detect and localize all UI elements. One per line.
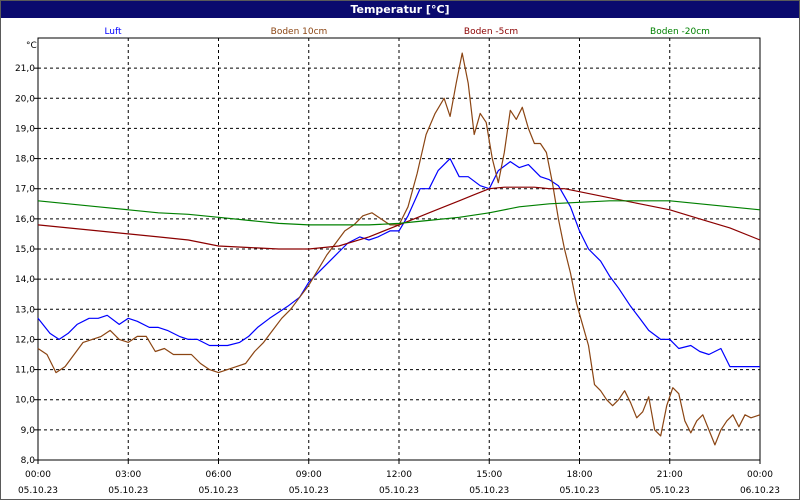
y-tick-label: 15,0 (15, 245, 35, 255)
chart-title: Temperatur [°C] (1, 1, 799, 18)
series-line (37, 52, 761, 446)
x-tick-time: 06:00 (206, 470, 232, 480)
x-tick-time: 18:00 (567, 470, 593, 480)
axes: 8,0 9,0 10,0 11,0 12,0 13,0 14,0 15,0 16,0 17,0 18… (15, 37, 780, 496)
legend-entry: Boden -20cm (650, 27, 710, 37)
y-tick-label: 10,0 (15, 396, 35, 406)
x-tick-date: 05.10.23 (559, 486, 599, 496)
x-tick-date: 05.10.23 (650, 486, 690, 496)
legend-entry: Boden -5cm (464, 27, 518, 37)
x-tick-date: 06.10.23 (740, 486, 780, 496)
series-line (37, 158, 760, 368)
legend: Luft Boden 10cm Boden -5cm Boden -20cm (104, 27, 710, 37)
legend-entry: Luft (104, 27, 122, 37)
x-tick-date: 05.10.23 (198, 486, 238, 496)
series-line (37, 200, 761, 226)
y-tick-label: 9,0 (21, 426, 36, 436)
y-tick-label: 8,0 (21, 456, 36, 466)
y-tick-label: 21,0 (15, 64, 35, 74)
x-tick-time: 09:00 (296, 470, 322, 480)
x-tick-date: 05.10.23 (289, 486, 329, 496)
y-tick-label: 13,0 (15, 305, 35, 315)
y-tick-label: 11,0 (15, 366, 35, 376)
y-tick-label: 20,0 (15, 94, 35, 104)
y-tick-label: 16,0 (15, 215, 35, 225)
y-tick-label: 14,0 (15, 275, 35, 285)
y-tick-label: 19,0 (15, 124, 35, 134)
x-tick-date: 05.10.23 (108, 486, 148, 496)
x-tick-time: 00:00 (25, 470, 51, 480)
grid (38, 38, 760, 461)
x-tick-time: 00:00 (747, 470, 773, 480)
series-lines (37, 52, 761, 446)
x-tick-time: 21:00 (657, 470, 683, 480)
legend-entry: Boden 10cm (271, 27, 328, 37)
x-tick-date: 05.10.23 (18, 486, 58, 496)
y-axis-label: °C (26, 41, 37, 51)
x-tick-time: 03:00 (115, 470, 141, 480)
series-line (37, 186, 761, 250)
x-tick-time: 12:00 (386, 470, 412, 480)
x-tick-date: 05.10.23 (379, 486, 419, 496)
y-tick-label: 12,0 (15, 335, 35, 345)
y-tick-label: 17,0 (15, 185, 35, 195)
x-tick-date: 05.10.23 (469, 486, 509, 496)
x-tick-time: 15:00 (476, 470, 502, 480)
y-tick-label: 18,0 (15, 155, 35, 165)
